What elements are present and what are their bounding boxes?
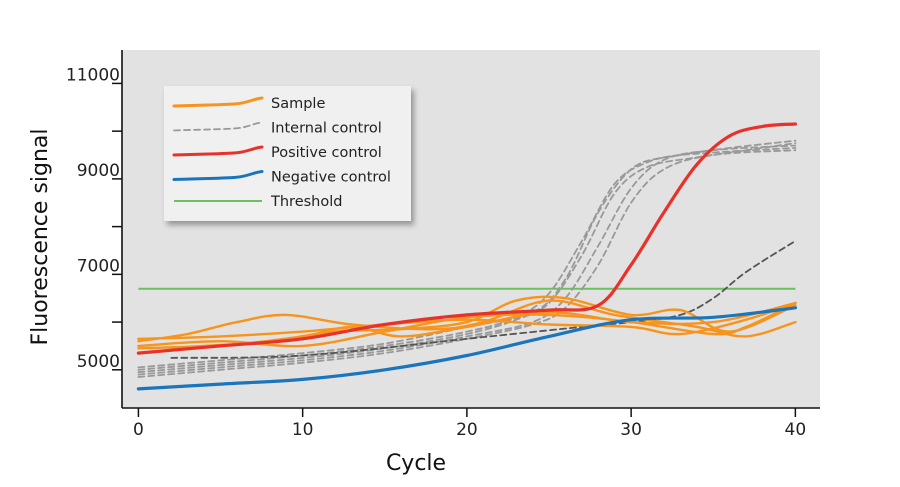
legend-swatch [172,170,264,181]
x-tick-label-10: 10 [292,420,314,440]
legend-item-positive-control: Positive control [172,145,382,161]
y-axis-title: Fluorescence signal [28,128,53,345]
legend-label: Negative control [271,170,391,186]
legend-swatch [173,121,263,132]
x-tick-label-30: 30 [620,420,642,440]
x-ticks: 0 10 20 30 40 [133,408,806,440]
x-tick-label-20: 20 [456,420,478,440]
legend-swatch [172,145,264,157]
legend-item-threshold: Threshold [174,194,342,210]
axes [121,50,820,409]
legend-label: Internal control [271,121,382,137]
legend-item-internal-control: Internal control [173,121,382,137]
series-sample-5 [137,301,797,340]
series-internal-control-5 [137,149,797,378]
series-positive-control [136,122,797,355]
series-layer [136,122,797,391]
legend-item-sample: Sample [172,96,325,112]
legend-label: Positive control [271,145,382,161]
legend: Sample Internal control Positive control Ne… [164,86,411,221]
x-tick-label-0: 0 [133,420,144,440]
series-negative-control [136,306,797,391]
series-internal-control-4 [137,144,797,376]
x-axis-title: Cycle [386,451,446,476]
legend-swatch [172,96,264,108]
y-tick-label-7000: 7000 [77,256,120,276]
series-internal-control-2 [137,142,797,374]
y-ticks: 5000 7000 9000 11000 [66,65,122,372]
legend-label: Threshold [270,194,342,210]
legend-items: Sample Internal control Positive control Ne… [172,96,391,210]
legend-item-negative-control: Negative control [172,170,391,186]
legend-label: Sample [271,96,325,112]
x-tick-label-40: 40 [785,420,807,440]
y-tick-label-5000: 5000 [77,352,120,372]
y-tick-label-9000: 9000 [77,161,120,181]
series-sample-3 [137,299,797,343]
y-tick-label-11000: 11000 [66,65,120,85]
